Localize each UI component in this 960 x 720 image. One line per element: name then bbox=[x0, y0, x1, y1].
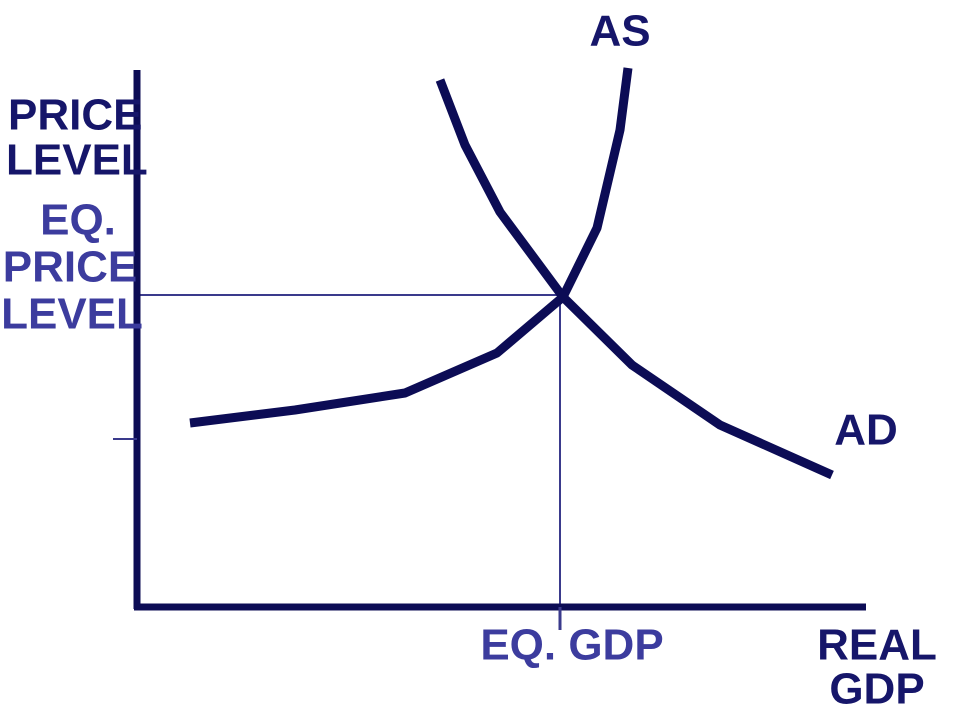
y-axis-label: PRICE bbox=[8, 91, 142, 140]
eq-price-label: PRICE bbox=[3, 243, 137, 292]
as-label: AS bbox=[589, 7, 650, 56]
x-axis-label: GDP bbox=[829, 665, 924, 714]
as-curve bbox=[189, 67, 633, 428]
eq-price-label: LEVEL bbox=[1, 290, 143, 339]
y-axis-label: LEVEL bbox=[6, 136, 148, 185]
ad-label: AD bbox=[834, 406, 898, 455]
ad-curve bbox=[435, 78, 834, 480]
eq-gdp-label: EQ. GDP bbox=[480, 621, 663, 670]
x-axis-label: REAL bbox=[817, 621, 937, 670]
eq-price-label: EQ. bbox=[40, 196, 116, 245]
